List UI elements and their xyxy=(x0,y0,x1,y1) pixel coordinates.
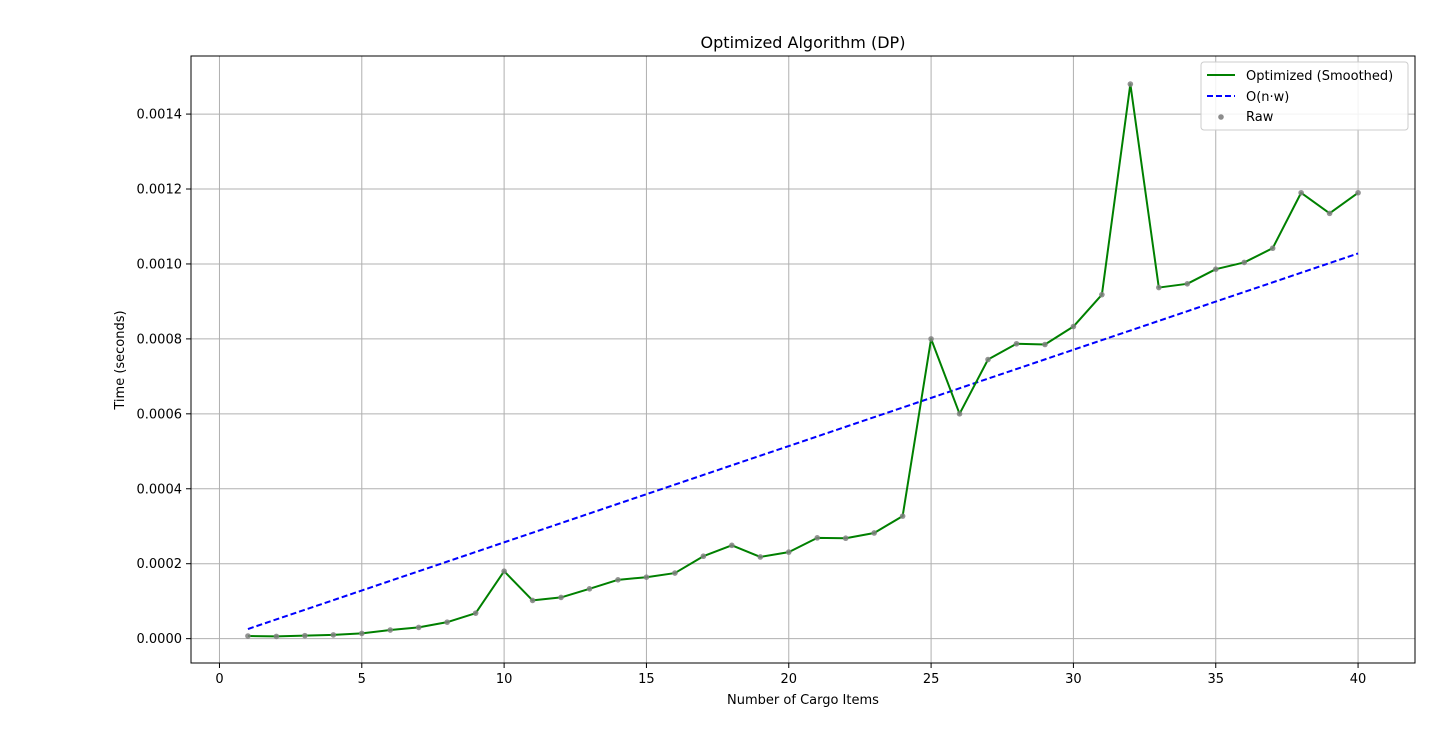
x-tick-label: 10 xyxy=(496,672,513,687)
legend-label-raw: Raw xyxy=(1246,110,1274,125)
legend-box xyxy=(1200,61,1409,131)
legend-label-complexity: O(n·w) xyxy=(1246,90,1289,105)
raw-point xyxy=(729,542,735,549)
y-axis-ticks: 0.0000 0.0002 0.0004 0.0006 0.0008 0.0010 0.00… xyxy=(137,108,191,647)
series-line-complexity xyxy=(247,252,1359,630)
raw-point xyxy=(1099,291,1105,298)
raw-point xyxy=(1042,341,1048,348)
raw-point xyxy=(700,553,707,560)
x-axis-ticks: 0 5 10 15 20 25 30 35 40 xyxy=(215,663,1366,687)
raw-point xyxy=(956,411,963,417)
raw-point xyxy=(415,624,422,631)
raw-point xyxy=(1156,284,1162,291)
raw-point xyxy=(615,577,621,583)
y-tick-label: 0.0002 xyxy=(137,557,183,572)
x-tick-label: 40 xyxy=(1350,672,1367,687)
raw-point xyxy=(672,570,678,576)
y-tick-label: 0.0012 xyxy=(137,183,183,198)
raw-point xyxy=(1326,210,1333,217)
raw-point xyxy=(529,597,536,604)
raw-point xyxy=(586,586,593,592)
x-tick-label: 5 xyxy=(358,672,366,687)
y-tick-label: 0.0014 xyxy=(137,108,183,123)
x-tick-label: 20 xyxy=(780,672,797,687)
x-axis-label: Number of Cargo Items xyxy=(727,693,879,708)
raw-point xyxy=(472,610,479,616)
raw-point xyxy=(1127,81,1134,87)
raw-point xyxy=(757,554,764,560)
raw-point xyxy=(871,530,877,536)
raw-point xyxy=(899,513,906,519)
chart-title: Optimized Algorithm (DP) xyxy=(701,33,906,52)
raw-point xyxy=(501,568,507,575)
raw-point xyxy=(387,627,394,633)
raw-point xyxy=(1298,189,1304,196)
raw-point xyxy=(643,574,650,580)
raw-point xyxy=(814,535,821,541)
raw-point xyxy=(1355,189,1361,196)
series-line-smoothed xyxy=(247,83,1359,638)
legend-swatch-raw xyxy=(1218,114,1224,120)
raw-point xyxy=(1269,245,1276,252)
raw-point xyxy=(330,632,337,638)
plot-area xyxy=(245,81,1361,640)
raw-point xyxy=(444,619,450,625)
y-axis-label: Time (seconds) xyxy=(113,310,128,410)
raw-point xyxy=(985,356,991,363)
y-tick-label: 0.0010 xyxy=(137,257,183,272)
raw-point xyxy=(1013,340,1020,347)
raw-point xyxy=(1184,281,1191,287)
raw-point xyxy=(785,549,792,555)
y-tick-label: 0.0006 xyxy=(137,407,183,422)
y-tick-label: 0.0008 xyxy=(137,332,183,347)
x-tick-label: 0 xyxy=(215,672,223,687)
raw-point xyxy=(273,633,280,640)
legend-label-smoothed: Optimized (Smoothed) xyxy=(1246,69,1393,84)
raw-point xyxy=(1212,266,1219,272)
raw-point xyxy=(302,632,308,639)
raw-point xyxy=(1241,259,1248,266)
x-tick-label: 30 xyxy=(1065,672,1082,687)
raw-point xyxy=(1070,323,1077,330)
x-tick-label: 15 xyxy=(638,672,655,687)
raw-point xyxy=(245,633,251,639)
y-tick-label: 0.0000 xyxy=(137,632,183,647)
raw-point xyxy=(358,630,365,637)
grid-lines xyxy=(191,56,1415,663)
legend: Optimized (Smoothed) O(n·w) Raw xyxy=(1200,61,1409,131)
raw-point xyxy=(842,535,849,542)
axes-frame xyxy=(190,55,1416,664)
raw-point xyxy=(928,336,934,342)
x-tick-label: 35 xyxy=(1207,672,1224,687)
y-tick-label: 0.0004 xyxy=(137,482,183,497)
raw-point xyxy=(558,594,564,601)
x-tick-label: 25 xyxy=(923,672,940,687)
